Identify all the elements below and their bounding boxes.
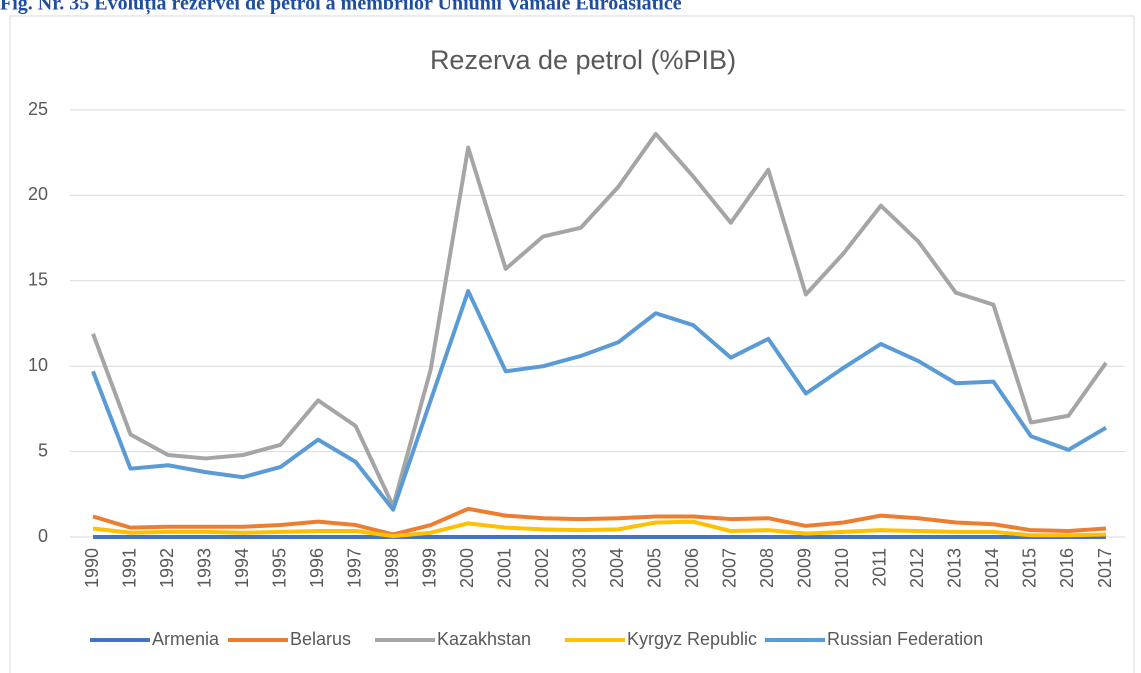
x-tick-label: 2004 (607, 548, 627, 588)
legend-label: Russian Federation (827, 629, 983, 649)
x-tick-label: 1999 (419, 548, 439, 588)
x-tick-label: 1994 (232, 548, 252, 588)
x-tick-label: 1990 (82, 548, 102, 588)
x-tick-label: 1991 (119, 548, 139, 588)
y-tick-label: 0 (38, 526, 48, 546)
x-tick-label: 1997 (344, 548, 364, 588)
x-tick-label: 1995 (269, 548, 289, 588)
x-tick-label: 2013 (945, 548, 965, 588)
x-tick-label: 2006 (682, 548, 702, 588)
x-tick-label: 2017 (1095, 548, 1115, 588)
x-tick-label: 2009 (795, 548, 815, 588)
y-tick-label: 15 (28, 270, 48, 290)
x-tick-label: 2001 (494, 548, 514, 588)
x-tick-label: 2012 (907, 548, 927, 588)
series-line (91, 289, 1108, 512)
y-tick-label: 20 (28, 184, 48, 204)
y-tick-label: 25 (28, 99, 48, 119)
x-tick-label: 1996 (307, 548, 327, 588)
x-tick-label: 2014 (982, 548, 1002, 588)
legend-label: Armenia (152, 629, 220, 649)
y-tick-label: 5 (38, 440, 48, 460)
x-tick-label: 2000 (457, 548, 477, 588)
series-line (92, 506, 1107, 537)
x-tick-label: 2010 (832, 548, 852, 588)
x-tick-label: 1993 (194, 548, 214, 588)
x-tick-label: 2002 (532, 548, 552, 588)
legend-label: Kazakhstan (437, 629, 531, 649)
x-tick-label: 1998 (382, 548, 402, 588)
caption: Fig. Nr. 35 Evoluția rezervei de petrol … (0, 0, 682, 16)
series-line (91, 131, 1108, 509)
x-tick-label: 2005 (645, 548, 665, 588)
series-line (92, 519, 1107, 539)
x-tick-label: 2015 (1020, 548, 1040, 588)
x-tick-label: 2007 (720, 548, 740, 588)
x-tick-label: 2008 (757, 548, 777, 588)
legend-label: Belarus (290, 629, 351, 649)
chart-frame (9, 15, 1135, 673)
x-tick-label: 2016 (1057, 548, 1077, 588)
chart-title: Rezerva de petrol (%PIB) (430, 45, 736, 75)
x-tick-label: 2003 (569, 548, 589, 588)
y-tick-label: 10 (28, 355, 48, 375)
legend-label: Kyrgyz Republic (627, 629, 757, 649)
x-tick-label: 1992 (157, 548, 177, 588)
x-tick-label: 2011 (870, 548, 890, 587)
